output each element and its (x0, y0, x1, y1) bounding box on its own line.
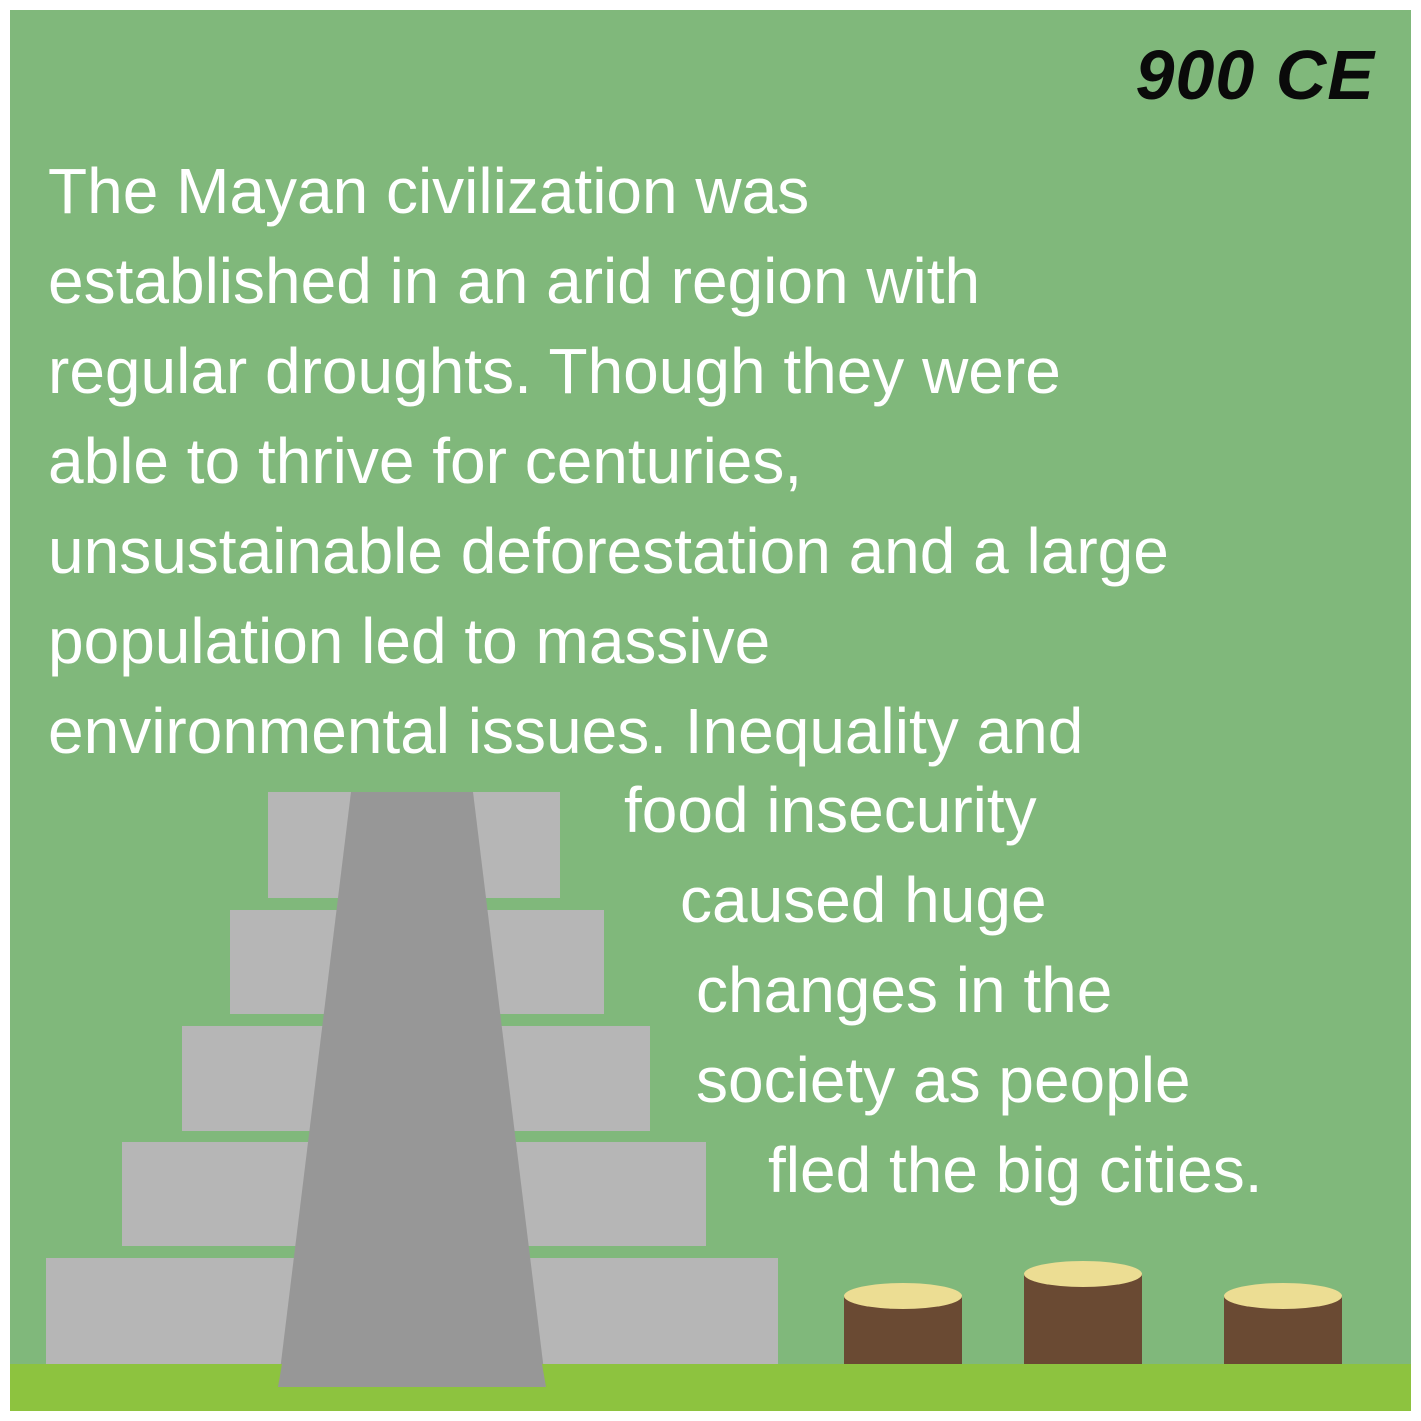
ground-strip (10, 1364, 1411, 1411)
year-label: 900 CE (1135, 36, 1375, 114)
paragraph-line: able to thrive for centuries, (48, 425, 803, 497)
tree-stump-icon (1024, 1261, 1142, 1366)
paragraph-line: unsustainable deforestation and a large (48, 515, 1169, 587)
pyramid-illustration (46, 792, 778, 1387)
tree-stump-icon (1224, 1283, 1342, 1366)
paragraph-line: society as people (696, 1044, 1191, 1116)
paragraph-line: established in an arid region with (48, 245, 981, 317)
pyramid-stairway (278, 792, 546, 1387)
paragraph-line: food insecurity (624, 774, 1037, 846)
tree-stump-icon (844, 1283, 962, 1366)
paragraph-line: caused huge (680, 864, 1047, 936)
paragraph-top: The Mayan civilization was established i… (48, 146, 1169, 776)
paragraph-line: environmental issues. Inequality and (48, 695, 1084, 767)
infographic-panel: 900 CE The Mayan civilization was establ… (10, 10, 1411, 1411)
stairway-overlay (278, 1364, 546, 1387)
paragraph-line: population led to massive (48, 605, 771, 677)
paragraph-line: regular droughts. Though they were (48, 335, 1061, 407)
paragraph-line: changes in the (696, 954, 1113, 1026)
paragraph-line: The Mayan civilization was (48, 155, 810, 227)
stumps-illustration (844, 1261, 1342, 1366)
paragraph-line: fled the big cities. (768, 1134, 1263, 1206)
